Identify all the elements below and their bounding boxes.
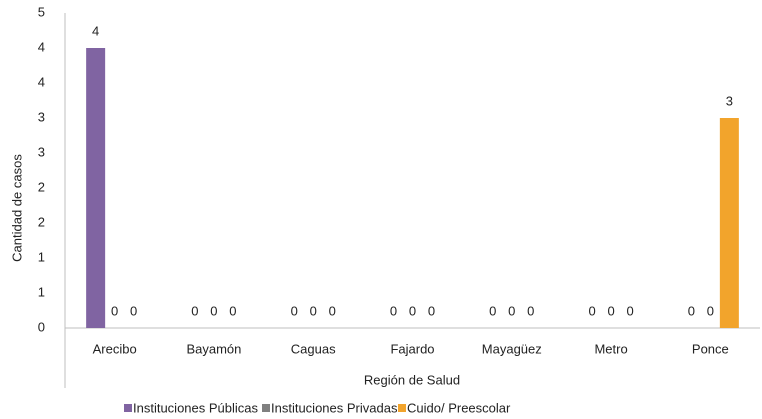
data-label: 4	[92, 23, 99, 38]
data-label: 0	[607, 303, 614, 318]
y-tick-label: 3	[38, 109, 45, 124]
legend-swatch	[262, 404, 270, 412]
legend-swatch	[398, 404, 406, 412]
x-tick-label: Arecibo	[93, 341, 137, 356]
data-label: 0	[428, 303, 435, 318]
data-label: 0	[688, 303, 695, 318]
legend-label: Instituciones Públicas	[133, 400, 259, 415]
bar	[86, 48, 106, 328]
data-label: 0	[409, 303, 416, 318]
y-axis-title: Cantidad de casos	[9, 154, 24, 262]
y-tick-label: 2	[38, 214, 45, 229]
data-label: 3	[726, 93, 733, 108]
data-label: 0	[489, 303, 496, 318]
data-label: 0	[130, 303, 137, 318]
bar	[719, 118, 739, 328]
x-tick-label: Mayagüez	[482, 341, 542, 356]
legend-swatch	[124, 404, 132, 412]
data-label: 0	[229, 303, 236, 318]
data-label: 0	[588, 303, 595, 318]
data-label: 0	[191, 303, 198, 318]
data-label: 0	[310, 303, 317, 318]
data-label: 0	[508, 303, 515, 318]
data-label: 0	[111, 303, 118, 318]
x-tick-label: Metro	[594, 341, 627, 356]
data-label: 0	[390, 303, 397, 318]
y-tick-label: 2	[38, 179, 45, 194]
y-tick-label: 1	[38, 249, 45, 264]
y-tick-label: 3	[38, 144, 45, 159]
data-label: 0	[707, 303, 714, 318]
legend-label: Instituciones Privadas	[271, 400, 398, 415]
x-axis-title: Región de Salud	[364, 372, 460, 387]
y-tick-label: 5	[38, 4, 45, 19]
data-label: 0	[210, 303, 217, 318]
x-tick-label: Caguas	[291, 341, 336, 356]
y-tick-label: 4	[38, 74, 45, 89]
data-label: 0	[626, 303, 633, 318]
data-label: 0	[329, 303, 336, 318]
y-tick-label: 4	[38, 39, 45, 54]
data-label: 0	[291, 303, 298, 318]
y-tick-label: 0	[38, 319, 45, 334]
x-tick-label: Ponce	[692, 341, 729, 356]
data-label: 0	[527, 303, 534, 318]
legend-label: Cuido/ Preescolar	[407, 400, 511, 415]
x-tick-label: Bayamón	[186, 341, 241, 356]
x-tick-label: Fajardo	[390, 341, 434, 356]
y-tick-label: 1	[38, 284, 45, 299]
